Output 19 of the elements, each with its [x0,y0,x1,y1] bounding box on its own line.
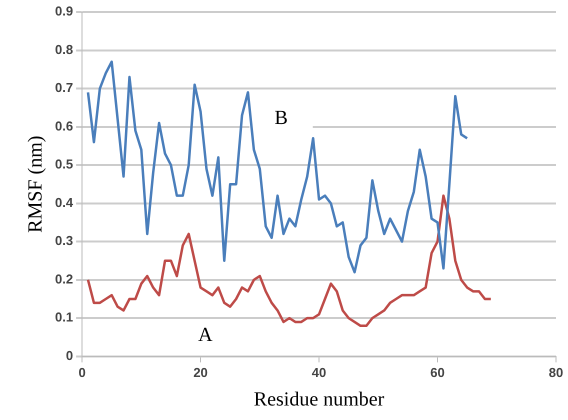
y-axis-title: RMSF (nm) [24,136,46,233]
x-tick-label: 80 [548,364,564,380]
y-tick-label: 0.1 [54,310,74,325]
x-axis-title: Residue number [254,388,385,410]
annotation: A [198,324,214,346]
y-tick-label: 0.4 [54,194,74,210]
x-tick-label: 60 [430,364,445,380]
y-tick-label: 0.2 [54,271,74,286]
y-tick-label: 0.3 [54,233,74,248]
x-tick-label: 40 [312,364,326,380]
y-tick-label: 0.6 [54,118,74,134]
y-tick-label: 0.8 [54,42,74,57]
x-tick-label: 20 [193,364,208,380]
y-tick-label: 0.5 [54,156,74,172]
y-tick-label: 0 [66,348,74,363]
x-tick-label: 0 [78,364,86,380]
y-tick-label: 0.9 [54,4,74,19]
annotation: B [274,107,288,130]
y-tick-label: 0.7 [54,80,74,96]
